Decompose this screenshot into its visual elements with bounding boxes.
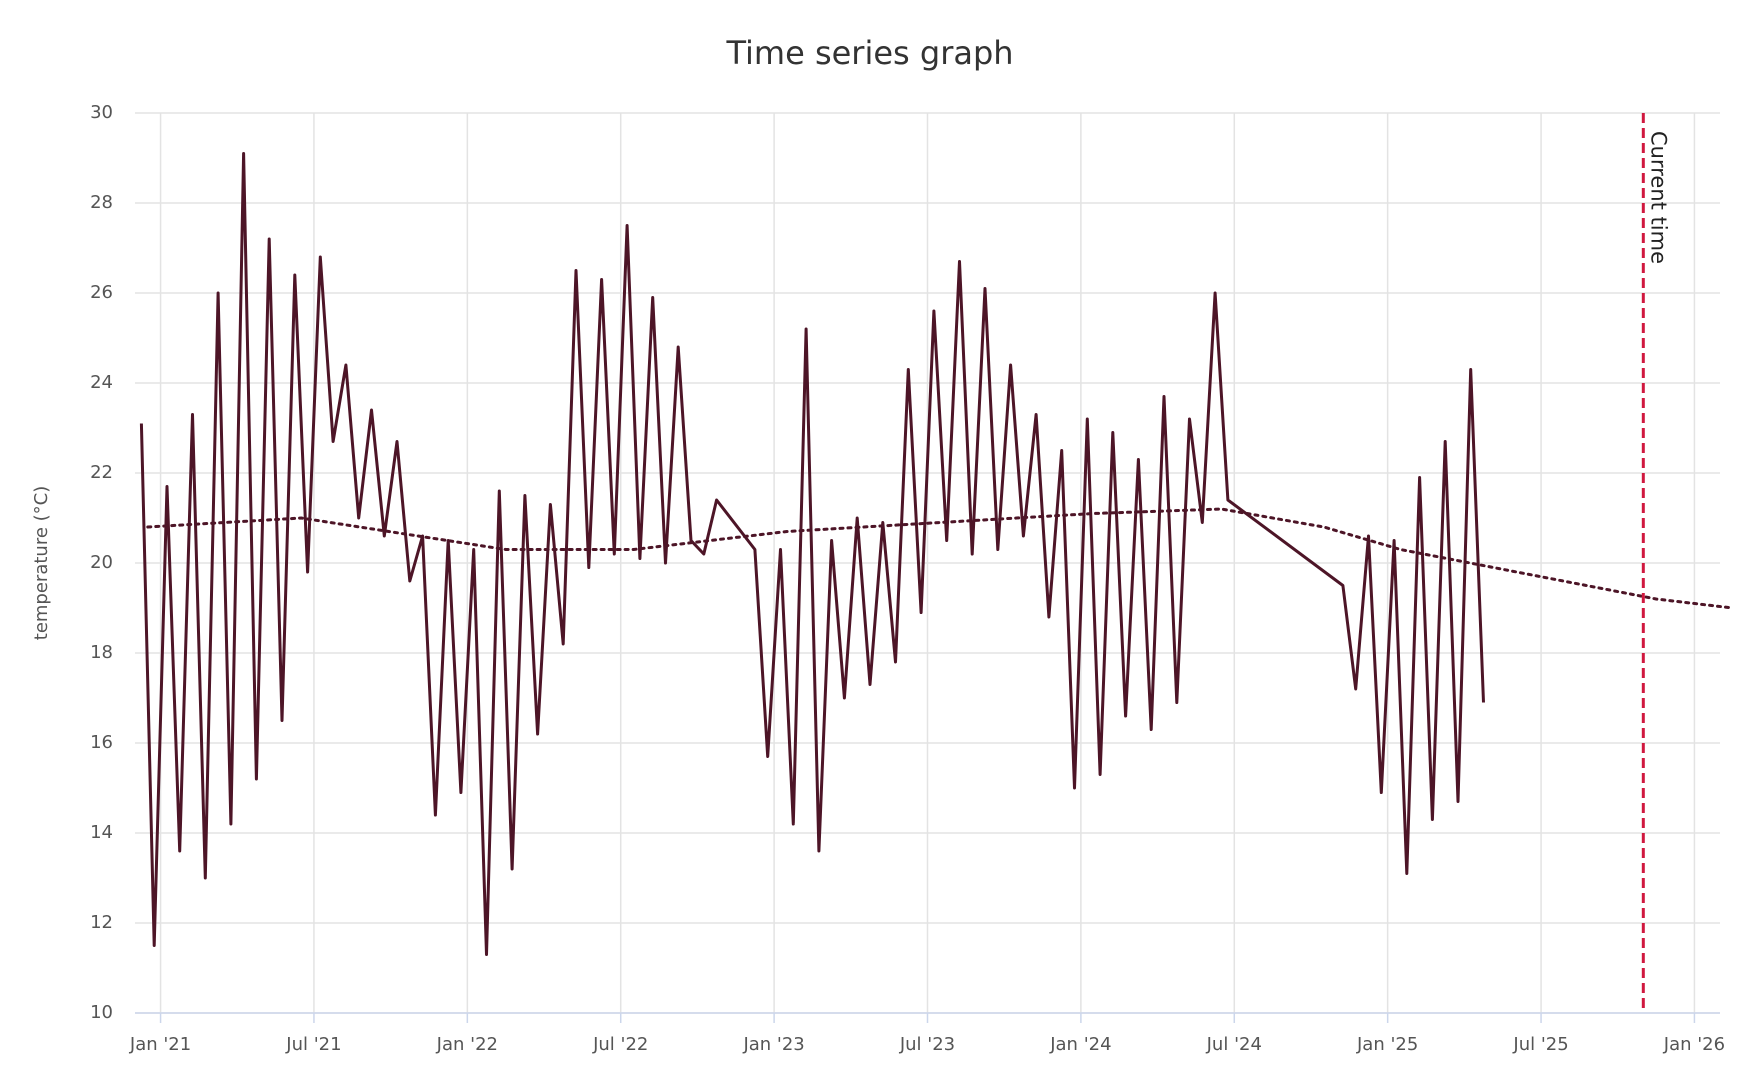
y-tick-label: 30 <box>90 102 113 123</box>
y-tick-label: 20 <box>90 552 113 573</box>
chart-title: Time series graph <box>725 34 1013 72</box>
x-tick-label: Jan '23 <box>742 1034 804 1055</box>
y-tick-label: 18 <box>90 642 113 663</box>
data-line <box>139 152 1485 956</box>
y-tick-label: 16 <box>90 732 113 753</box>
x-tick-label: Jul '25 <box>1512 1034 1568 1055</box>
current-time-label: Current time <box>1646 131 1670 264</box>
y-tick-label: 28 <box>90 192 113 213</box>
y-tick-label: 10 <box>90 1002 113 1023</box>
y-tick-label: 24 <box>90 372 113 393</box>
x-tick-label: Jan '24 <box>1049 1034 1111 1055</box>
x-tick-label: Jan '26 <box>1663 1034 1725 1055</box>
x-tick-label: Jan '22 <box>436 1034 498 1055</box>
y-tick-label: 26 <box>90 282 113 303</box>
trend-line <box>146 507 1735 610</box>
y-tick-label: 12 <box>90 912 113 933</box>
y-axis-label: temperature (°C) <box>31 486 52 640</box>
x-tick-label: Jul '23 <box>899 1034 955 1055</box>
x-tick-label: Jul '22 <box>592 1034 648 1055</box>
y-tick-label: 14 <box>90 822 113 843</box>
x-tick-label: Jul '24 <box>1206 1034 1262 1055</box>
x-tick-label: Jan '25 <box>1356 1034 1418 1055</box>
x-tick-label: Jul '21 <box>285 1034 341 1055</box>
x-tick-label: Jan '21 <box>129 1034 191 1055</box>
y-tick-label: 22 <box>90 462 113 483</box>
